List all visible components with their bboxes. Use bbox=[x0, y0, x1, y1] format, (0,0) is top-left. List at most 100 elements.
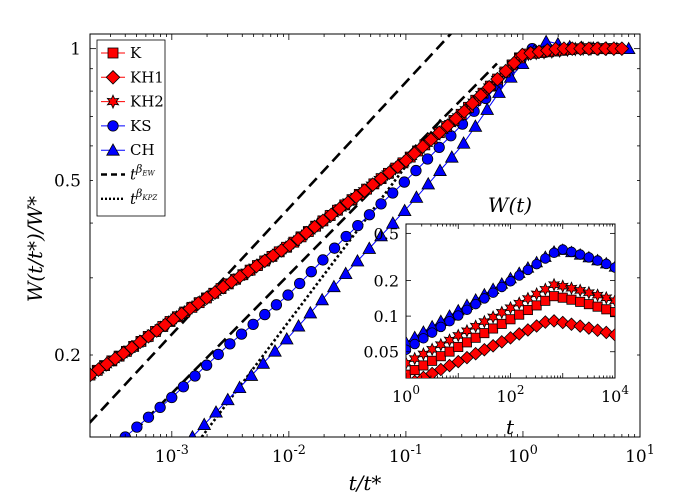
legend-label-text: K bbox=[130, 44, 142, 62]
point-kh1 bbox=[398, 153, 414, 168]
point-kh1 bbox=[390, 159, 406, 174]
legend-label-text: KH1 bbox=[130, 68, 164, 86]
inset-x-axis-label: t bbox=[506, 415, 515, 439]
inset-x-tick-label-exp: 0 bbox=[412, 383, 420, 397]
point-ks bbox=[142, 411, 155, 423]
point-ks bbox=[433, 141, 445, 154]
x-tick-label-base: 10 bbox=[155, 447, 177, 467]
inset-point-k bbox=[479, 328, 490, 339]
main-x-ticks: 10-3 10-2 10-1 100 101 bbox=[89, 34, 655, 467]
inset-point-k bbox=[444, 346, 455, 357]
point-ks bbox=[212, 348, 224, 361]
inset-point-kh1 bbox=[590, 323, 605, 338]
legend-entry-2: KH1 bbox=[101, 68, 164, 86]
point-ch bbox=[409, 190, 424, 203]
x-axis-label: t/t* bbox=[349, 471, 382, 495]
inset-point-k bbox=[592, 301, 603, 312]
inset-point-kh1 bbox=[555, 315, 570, 330]
legend-label-subsup: KPZ bbox=[141, 194, 157, 202]
point-ks bbox=[317, 254, 329, 266]
point-ks bbox=[363, 209, 376, 221]
main-y-ticks: 0.2 0.5 1 bbox=[54, 40, 640, 366]
main-axes-frame bbox=[89, 33, 641, 438]
point-kh1 bbox=[340, 195, 356, 210]
point-kh1 bbox=[423, 132, 439, 147]
inset-point-kh2 bbox=[600, 290, 613, 305]
legend-label-text: t bbox=[130, 166, 137, 184]
inset-point-kh2 bbox=[565, 281, 578, 296]
point-kh1 bbox=[290, 231, 306, 247]
inset-point-ks bbox=[487, 287, 499, 298]
x-tick-label-exp: -1 bbox=[411, 443, 423, 458]
legend-entry-5: CH bbox=[101, 141, 155, 159]
legend-label-sup: β bbox=[135, 187, 142, 200]
inset-y-tick-label: 0.1 bbox=[374, 307, 399, 326]
inset-x-tick-label-base: 10 bbox=[601, 387, 621, 406]
inset-point-kh2 bbox=[582, 285, 595, 300]
point-ch bbox=[244, 368, 259, 381]
inset-y-tick-label: 0.2 bbox=[374, 271, 399, 290]
point-kh1 bbox=[373, 171, 389, 186]
point-ch bbox=[256, 356, 271, 369]
inset-point-kh2 bbox=[608, 293, 615, 308]
inset-x-tick-label: 102 bbox=[497, 383, 525, 406]
point-kh1 bbox=[323, 207, 339, 223]
point-ch bbox=[350, 253, 365, 267]
point-kh1 bbox=[315, 213, 331, 229]
point-ch bbox=[232, 380, 247, 393]
inset-point-ks bbox=[522, 264, 534, 276]
inset-x-tick-label: 104 bbox=[601, 383, 629, 406]
inset-x-tick-label-exp: 4 bbox=[621, 383, 629, 397]
inset-point-k bbox=[531, 300, 542, 311]
y-tick-label: 0.5 bbox=[54, 172, 81, 192]
inset-point-ks bbox=[540, 253, 551, 264]
point-ks bbox=[189, 370, 201, 382]
inset-point-ks bbox=[601, 258, 612, 270]
inset-point-ks bbox=[470, 298, 481, 310]
inset-point-ks bbox=[461, 304, 473, 316]
inset-series-kh2 bbox=[406, 277, 615, 371]
inset-point-k bbox=[461, 337, 472, 348]
point-ks bbox=[166, 391, 178, 404]
legend-label-text: KS bbox=[130, 117, 151, 135]
inset-point-kh2 bbox=[591, 288, 604, 303]
legend-entry-6: tβEW bbox=[101, 163, 156, 184]
x-tick-label: 101 bbox=[625, 443, 655, 467]
inset-point-kh2 bbox=[574, 283, 587, 298]
point-kh1 bbox=[332, 201, 347, 216]
legend-marker bbox=[106, 94, 120, 110]
legend-marker bbox=[105, 69, 121, 85]
inset-point-k bbox=[418, 360, 429, 371]
point-kh1 bbox=[498, 63, 514, 79]
inset-point-k bbox=[409, 365, 420, 376]
x-tick-label: 10-1 bbox=[389, 443, 423, 467]
inset-point-k bbox=[549, 291, 560, 302]
y-tick-label: 0.2 bbox=[54, 346, 81, 366]
point-ch bbox=[303, 305, 318, 319]
point-ch bbox=[279, 331, 294, 345]
legend-label-sup: β bbox=[135, 163, 142, 176]
inset-y-ticks: 0.5 0.2 0.1 0.05 bbox=[363, 224, 615, 362]
inset-point-ks bbox=[444, 315, 455, 327]
inset-point-ks bbox=[453, 310, 464, 321]
point-ks bbox=[259, 308, 271, 321]
point-ks bbox=[131, 421, 143, 433]
point-ks bbox=[200, 359, 213, 371]
inset-point-ks bbox=[479, 293, 490, 304]
legend-label-subsup: EW bbox=[141, 170, 155, 178]
point-kh1 bbox=[490, 71, 505, 87]
point-ch bbox=[385, 216, 400, 229]
x-tick-label-exp: -2 bbox=[293, 443, 305, 458]
point-ch bbox=[433, 163, 447, 176]
legend-marker bbox=[106, 143, 120, 156]
legend-label: KS bbox=[130, 117, 151, 135]
y-axis-label: W(t/t*)/W* bbox=[23, 196, 47, 302]
inset-point-ks bbox=[435, 321, 447, 333]
point-kh1 bbox=[382, 165, 397, 180]
inset-point-k bbox=[610, 307, 615, 318]
inset-point-k bbox=[601, 304, 612, 315]
legend-label: KH1 bbox=[130, 68, 164, 86]
inset-point-k bbox=[566, 294, 577, 305]
point-ch bbox=[188, 429, 197, 437]
